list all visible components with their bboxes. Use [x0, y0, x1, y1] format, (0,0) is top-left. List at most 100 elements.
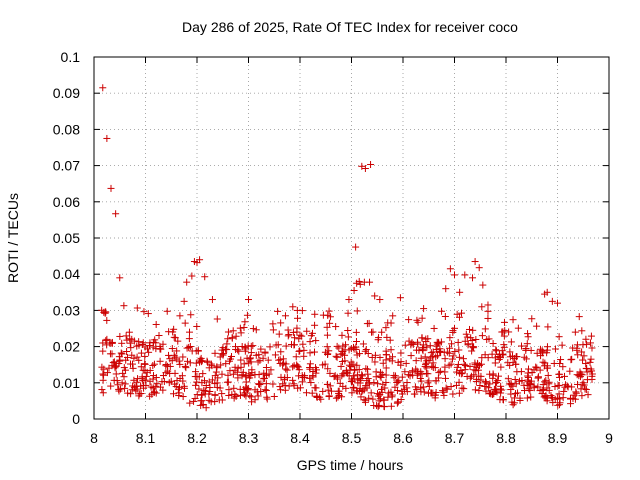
data-points — [98, 84, 596, 412]
data-point — [338, 331, 346, 339]
data-point — [417, 354, 425, 362]
data-point — [558, 341, 566, 349]
data-point — [366, 278, 374, 286]
data-point — [554, 401, 562, 409]
data-point — [382, 378, 390, 386]
data-point — [110, 358, 118, 366]
data-point — [194, 347, 202, 355]
data-point — [257, 387, 265, 395]
data-point — [550, 359, 558, 367]
data-point — [382, 364, 390, 372]
data-point — [206, 388, 214, 396]
data-point — [356, 280, 364, 288]
data-point — [165, 379, 173, 387]
data-point — [247, 349, 255, 357]
data-point — [549, 399, 557, 407]
data-point — [103, 341, 111, 349]
data-point — [358, 372, 366, 380]
data-point — [421, 361, 429, 369]
data-point — [299, 340, 307, 348]
data-point — [551, 383, 559, 391]
data-point — [431, 394, 439, 402]
data-point — [528, 368, 536, 376]
data-point — [482, 379, 490, 387]
data-point — [488, 390, 496, 398]
data-point — [160, 377, 168, 385]
data-point — [576, 368, 584, 376]
data-point — [283, 366, 291, 374]
data-point — [433, 338, 441, 346]
data-point — [249, 342, 257, 350]
data-point — [129, 382, 137, 390]
data-point — [461, 271, 469, 279]
data-point — [195, 385, 203, 393]
data-point — [106, 350, 114, 358]
data-point — [170, 390, 178, 398]
data-point — [382, 351, 390, 359]
data-point — [380, 402, 388, 410]
data-point — [352, 243, 360, 251]
data-point — [112, 210, 120, 218]
data-point — [426, 342, 434, 350]
data-point — [341, 351, 349, 359]
data-point — [476, 382, 484, 390]
data-point — [420, 388, 428, 396]
data-point — [138, 373, 146, 381]
x-axis-label: GPS time / hours — [297, 457, 404, 473]
data-point — [98, 386, 106, 394]
data-point — [497, 363, 505, 371]
data-point — [157, 345, 165, 353]
data-point — [192, 368, 200, 376]
data-point — [345, 361, 353, 369]
data-point — [263, 395, 271, 403]
data-point — [284, 332, 292, 340]
data-point — [438, 387, 446, 395]
data-point — [134, 375, 142, 383]
x-tick-label: 9 — [605, 430, 613, 446]
data-point — [414, 318, 422, 326]
data-point — [525, 385, 533, 393]
data-point — [579, 341, 587, 349]
data-point — [307, 379, 315, 387]
data-point — [484, 314, 492, 322]
data-point — [265, 370, 273, 378]
x-tick-label: 8.6 — [393, 430, 413, 446]
data-point — [247, 342, 255, 350]
data-point — [224, 371, 232, 379]
data-point — [295, 372, 303, 380]
data-point — [548, 297, 556, 305]
data-point — [121, 380, 129, 388]
data-point — [409, 371, 417, 379]
data-point — [202, 404, 210, 412]
data-point — [425, 389, 433, 397]
data-point — [475, 264, 483, 272]
data-point — [168, 357, 176, 365]
data-point — [506, 348, 514, 356]
data-point — [323, 323, 331, 331]
data-point — [425, 382, 433, 390]
data-point — [551, 345, 559, 353]
data-point — [543, 384, 551, 392]
data-point — [435, 369, 443, 377]
data-point — [128, 351, 136, 359]
data-point — [583, 365, 591, 373]
data-point — [542, 392, 550, 400]
data-point — [232, 332, 240, 340]
data-point — [455, 313, 463, 321]
data-point — [324, 386, 332, 394]
y-tick-label: 0.08 — [53, 121, 80, 137]
data-point — [236, 391, 244, 399]
data-point — [308, 329, 316, 337]
data-point — [122, 356, 130, 364]
data-point — [150, 388, 158, 396]
data-point — [295, 335, 303, 343]
data-point — [411, 390, 419, 398]
data-point — [141, 367, 149, 375]
data-point — [175, 383, 183, 391]
data-point — [427, 349, 435, 357]
data-point — [325, 347, 333, 355]
data-point — [261, 348, 269, 356]
data-point — [324, 350, 332, 358]
y-tick-label: 0.09 — [53, 85, 80, 101]
data-point — [289, 303, 297, 311]
